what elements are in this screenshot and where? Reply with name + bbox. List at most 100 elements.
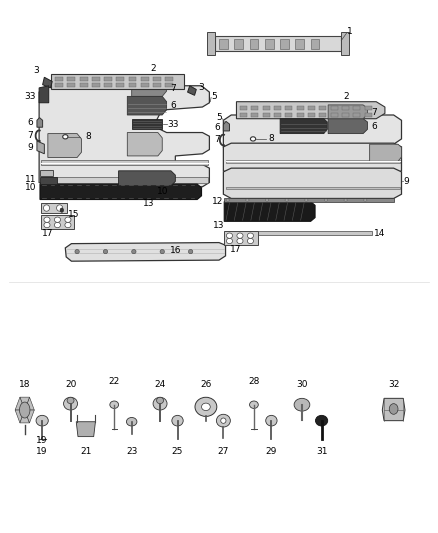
Text: 2: 2	[344, 92, 349, 101]
Bar	[365, 113, 372, 117]
Ellipse shape	[57, 205, 63, 211]
Bar	[295, 39, 304, 49]
Ellipse shape	[44, 222, 50, 228]
Ellipse shape	[237, 233, 243, 238]
Polygon shape	[41, 160, 208, 165]
Text: 19: 19	[35, 437, 47, 446]
Bar	[263, 113, 270, 117]
Bar	[55, 77, 63, 81]
Ellipse shape	[64, 397, 78, 410]
Ellipse shape	[250, 401, 258, 408]
Ellipse shape	[226, 233, 233, 238]
Polygon shape	[224, 201, 315, 221]
Ellipse shape	[265, 199, 269, 201]
Bar	[80, 83, 88, 87]
Bar	[251, 107, 258, 110]
Bar	[319, 107, 326, 110]
Bar	[219, 39, 228, 49]
Bar	[353, 107, 360, 110]
Ellipse shape	[237, 238, 243, 244]
Polygon shape	[223, 115, 402, 148]
Text: 32: 32	[388, 380, 399, 389]
Polygon shape	[226, 187, 400, 189]
Bar	[274, 113, 281, 117]
Text: 30: 30	[296, 380, 308, 389]
Ellipse shape	[127, 417, 137, 426]
Ellipse shape	[188, 249, 193, 254]
Bar	[240, 113, 247, 117]
Ellipse shape	[172, 415, 183, 426]
Bar	[80, 77, 88, 81]
Polygon shape	[41, 203, 67, 213]
Ellipse shape	[67, 397, 74, 403]
Polygon shape	[132, 80, 166, 96]
Text: 33: 33	[25, 92, 36, 101]
Text: 20: 20	[65, 380, 76, 389]
Ellipse shape	[160, 249, 164, 254]
Bar	[153, 83, 161, 87]
Text: 15: 15	[68, 210, 80, 219]
Polygon shape	[51, 74, 184, 90]
Bar	[263, 107, 270, 110]
Bar	[117, 77, 124, 81]
Bar	[308, 113, 315, 117]
Bar	[153, 77, 161, 81]
Ellipse shape	[221, 418, 226, 423]
Text: 6: 6	[214, 123, 220, 132]
Polygon shape	[39, 86, 209, 187]
Bar	[365, 107, 372, 110]
Text: 10: 10	[156, 187, 168, 196]
Bar	[297, 113, 304, 117]
Bar	[234, 39, 243, 49]
Polygon shape	[132, 119, 162, 130]
Ellipse shape	[65, 222, 71, 228]
Polygon shape	[127, 133, 162, 156]
Text: 33: 33	[167, 119, 179, 128]
Text: 29: 29	[266, 447, 277, 456]
Ellipse shape	[216, 414, 230, 427]
Text: 7: 7	[371, 108, 377, 117]
Polygon shape	[215, 36, 341, 51]
Bar	[319, 113, 326, 117]
Text: 28: 28	[248, 377, 260, 386]
Text: 5: 5	[212, 92, 218, 101]
Polygon shape	[37, 118, 42, 127]
Text: 21: 21	[80, 447, 92, 456]
Ellipse shape	[132, 249, 136, 254]
Ellipse shape	[19, 402, 30, 418]
Text: 2: 2	[151, 64, 156, 73]
Ellipse shape	[247, 238, 254, 244]
Polygon shape	[40, 169, 53, 176]
Text: 26: 26	[200, 380, 212, 389]
Ellipse shape	[324, 199, 328, 201]
Polygon shape	[65, 243, 226, 261]
Bar	[92, 77, 100, 81]
Polygon shape	[48, 134, 81, 158]
Polygon shape	[15, 397, 25, 410]
Ellipse shape	[44, 217, 50, 222]
Polygon shape	[41, 215, 74, 229]
Ellipse shape	[251, 137, 256, 141]
Polygon shape	[245, 231, 372, 235]
Bar	[265, 39, 274, 49]
Bar	[55, 83, 63, 87]
Bar	[165, 83, 173, 87]
Polygon shape	[370, 144, 402, 161]
Polygon shape	[237, 102, 385, 119]
Text: 5: 5	[216, 113, 222, 122]
Polygon shape	[382, 398, 405, 421]
Bar	[104, 77, 112, 81]
Text: 8: 8	[85, 132, 91, 141]
Ellipse shape	[153, 397, 167, 410]
Bar	[92, 83, 100, 87]
Ellipse shape	[201, 403, 210, 410]
Bar	[297, 107, 304, 110]
Polygon shape	[40, 184, 201, 199]
Polygon shape	[39, 86, 49, 103]
Text: 13: 13	[213, 221, 225, 230]
Text: 1: 1	[347, 27, 353, 36]
Polygon shape	[41, 177, 208, 182]
Text: 19: 19	[36, 447, 48, 456]
Bar	[251, 113, 258, 117]
Ellipse shape	[246, 199, 249, 201]
